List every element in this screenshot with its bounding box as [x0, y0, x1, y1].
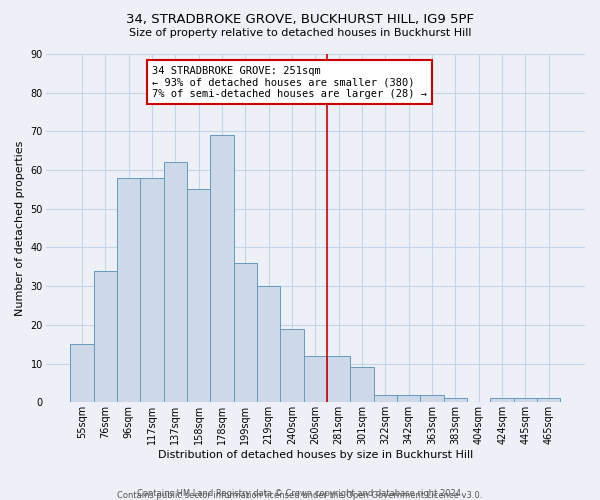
Bar [257, 286, 280, 403]
Bar [140, 178, 164, 402]
Bar [164, 162, 187, 402]
Bar [444, 398, 467, 402]
Bar [280, 329, 304, 402]
Bar [421, 394, 444, 402]
Bar [350, 368, 374, 402]
Bar [187, 190, 210, 402]
Bar [514, 398, 537, 402]
Text: 34, STRADBROKE GROVE, BUCKHURST HILL, IG9 5PF: 34, STRADBROKE GROVE, BUCKHURST HILL, IG… [126, 12, 474, 26]
Text: 34 STRADBROKE GROVE: 251sqm
← 93% of detached houses are smaller (380)
7% of sem: 34 STRADBROKE GROVE: 251sqm ← 93% of det… [152, 66, 427, 99]
Bar [537, 398, 560, 402]
Bar [490, 398, 514, 402]
Bar [117, 178, 140, 402]
X-axis label: Distribution of detached houses by size in Buckhurst Hill: Distribution of detached houses by size … [158, 450, 473, 460]
Bar [304, 356, 327, 403]
Text: Contains public sector information licensed under the Open Government Licence v3: Contains public sector information licen… [118, 491, 482, 500]
Bar [327, 356, 350, 403]
Bar [233, 263, 257, 402]
Bar [70, 344, 94, 403]
Bar [374, 394, 397, 402]
Text: Size of property relative to detached houses in Buckhurst Hill: Size of property relative to detached ho… [129, 28, 471, 38]
Y-axis label: Number of detached properties: Number of detached properties [15, 140, 25, 316]
Bar [397, 394, 421, 402]
Text: Contains HM Land Registry data © Crown copyright and database right 2024.: Contains HM Land Registry data © Crown c… [137, 488, 463, 498]
Bar [210, 136, 233, 402]
Bar [94, 270, 117, 402]
